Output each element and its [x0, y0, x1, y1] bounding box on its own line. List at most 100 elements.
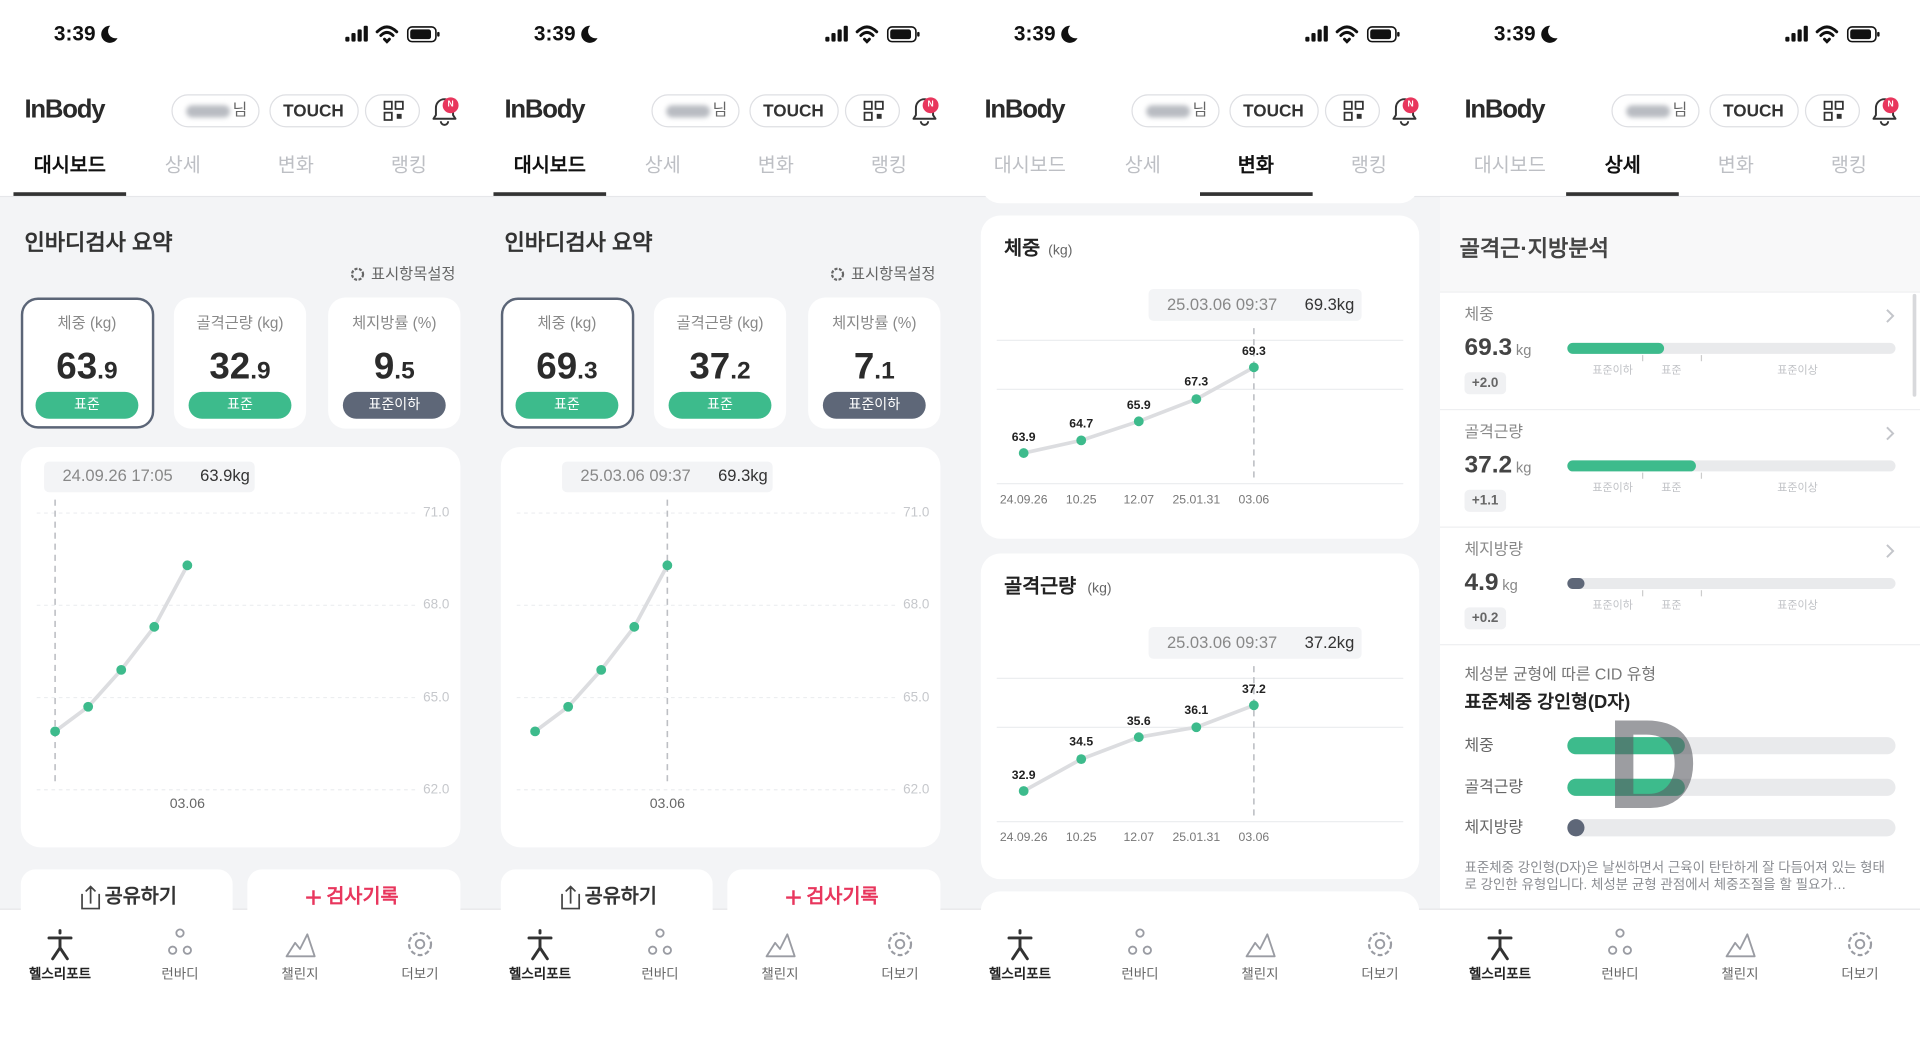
value-label: 37.2 — [1241, 682, 1266, 697]
user-suffix: 님 — [712, 99, 728, 119]
cid-caption: 체성분 균형에 따른 CID 유형 — [1464, 664, 1657, 683]
tab[interactable]: 대시보드 — [1473, 155, 1546, 176]
settings-link[interactable]: 표시항목설정 — [851, 265, 936, 283]
value-label: 64.7 — [1069, 417, 1094, 432]
nav-label[interactable]: 챌린지 — [281, 967, 319, 982]
nav-label[interactable]: 런바디 — [641, 967, 679, 982]
nav-label[interactable]: 챌린지 — [761, 967, 799, 982]
tab[interactable]: 상세 — [644, 155, 681, 176]
value-label: 34.5 — [1069, 736, 1094, 750]
signal-bar — [843, 25, 848, 42]
share-button[interactable] — [20, 869, 233, 929]
tab[interactable]: 대시보드 — [513, 155, 586, 176]
scale-label: 표준이상 — [1777, 598, 1818, 612]
nav-label[interactable]: 런바디 — [1601, 967, 1639, 982]
qr-button[interactable] — [1324, 94, 1381, 128]
record-button[interactable] — [247, 869, 461, 929]
touch-pill[interactable] — [749, 94, 839, 128]
nav-label[interactable]: 헬스리포트 — [1469, 967, 1531, 982]
tooltip-date: 24.09.26 17:05 — [62, 466, 173, 486]
tab[interactable]: 변화 — [1717, 155, 1754, 176]
tab-underline — [13, 192, 127, 196]
card-label: 골격근량 (kg) — [196, 314, 284, 332]
row-label: 체지방량 — [1464, 539, 1524, 558]
user-pill[interactable] — [1131, 94, 1220, 128]
signal-bar — [837, 29, 842, 42]
nav-label[interactable]: 더보기 — [1841, 967, 1879, 982]
touch-button[interactable]: TOUCH — [283, 100, 344, 120]
signal-bar — [1785, 36, 1790, 42]
tab[interactable]: 상세 — [164, 155, 201, 176]
nav-label[interactable]: 런바디 — [161, 967, 199, 982]
tab-underline — [493, 192, 607, 196]
unit: kg — [1502, 576, 1518, 594]
touch-pill[interactable] — [1229, 94, 1319, 128]
tab-divider — [1440, 195, 1920, 198]
tab[interactable]: 변화 — [277, 155, 314, 176]
touch-pill[interactable] — [1709, 94, 1799, 128]
gauge-tick — [1700, 472, 1703, 479]
nav-label[interactable]: 챌린지 — [1721, 967, 1759, 982]
nav-label[interactable]: 더보기 — [881, 967, 919, 982]
tab[interactable]: 랭킹 — [390, 155, 427, 176]
status-pill: 표준이하 — [822, 391, 926, 419]
tab[interactable]: 상세 — [1604, 155, 1641, 176]
record-label[interactable]: 검사기록 — [326, 886, 399, 907]
blurred-name — [666, 105, 711, 118]
cid-fill — [1567, 778, 1685, 796]
user-suffix: 님 — [1672, 99, 1688, 119]
user-pill[interactable] — [1611, 94, 1700, 128]
moon-icon — [101, 25, 118, 43]
badge-text: N — [1407, 100, 1414, 110]
cid-bar-label: 골격근량 — [1464, 776, 1524, 796]
nav-label[interactable]: 헬스리포트 — [29, 967, 91, 982]
nav-label[interactable]: 헬스리포트 — [989, 967, 1051, 982]
user-pill[interactable] — [171, 94, 260, 128]
battery-nub — [917, 31, 920, 37]
record-button[interactable] — [727, 869, 941, 929]
qr-button[interactable] — [364, 94, 421, 128]
card-label: 체지방률 (%) — [352, 314, 437, 332]
nav-label[interactable]: 헬스리포트 — [509, 967, 571, 982]
tab[interactable]: 상세 — [1124, 155, 1161, 176]
app-logo: InBody — [24, 95, 105, 125]
nav-label[interactable]: 더보기 — [401, 967, 439, 982]
qr-button[interactable] — [1804, 94, 1861, 128]
tab[interactable]: 랭킹 — [1830, 155, 1867, 176]
settings-link[interactable]: 표시항목설정 — [371, 265, 456, 283]
nav-label[interactable]: 런바디 — [1121, 967, 1159, 982]
tab[interactable]: 변화 — [757, 155, 794, 176]
signal-bar — [351, 33, 356, 42]
gauge-tick — [1642, 355, 1644, 362]
battery-nub — [1877, 31, 1880, 37]
scale-label: 표준이하 — [1592, 481, 1633, 494]
share-label[interactable]: 공유하기 — [104, 886, 177, 907]
gauge-fill — [1567, 577, 1585, 589]
share-button[interactable] — [500, 869, 713, 929]
share-label[interactable]: 공유하기 — [584, 886, 657, 907]
x-tick-label: 12.07 — [1123, 492, 1155, 507]
y-tick-label: 65.0 — [903, 690, 930, 705]
badge-text: N — [1887, 100, 1894, 110]
record-label[interactable]: 검사기록 — [806, 886, 879, 907]
touch-button[interactable]: TOUCH — [763, 100, 824, 120]
tab[interactable]: 랭킹 — [1350, 155, 1387, 176]
cid-fill — [1567, 819, 1585, 837]
touch-button[interactable]: TOUCH — [1723, 100, 1784, 120]
touch-pill[interactable] — [269, 94, 359, 128]
badge-text: N — [927, 100, 934, 110]
unit: kg — [1515, 341, 1532, 359]
tab[interactable]: 랭킹 — [870, 155, 907, 176]
chart-title: 체중 — [1004, 238, 1041, 260]
user-pill[interactable] — [651, 94, 740, 128]
signal-bar — [1311, 33, 1316, 42]
tab[interactable]: 대시보드 — [993, 155, 1066, 176]
qr-button[interactable] — [844, 94, 901, 128]
nav-label[interactable]: 더보기 — [1361, 967, 1399, 982]
y-tick-label: 68.0 — [423, 597, 450, 613]
tab[interactable]: 변화 — [1237, 155, 1274, 176]
touch-button[interactable]: TOUCH — [1243, 100, 1304, 120]
tab[interactable]: 대시보드 — [33, 155, 106, 176]
nav-label[interactable]: 챌린지 — [1241, 967, 1279, 982]
